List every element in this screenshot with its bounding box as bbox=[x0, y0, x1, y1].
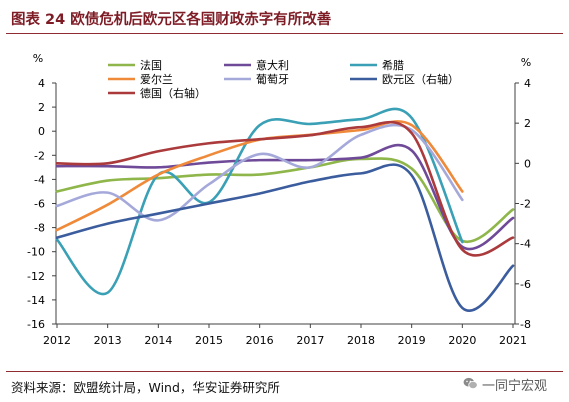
series-line-2 bbox=[55, 107, 464, 296]
legend-label: 希腊 bbox=[382, 58, 404, 72]
y-axis-right-tick-label: 4 bbox=[524, 77, 531, 90]
y-axis-left-tick-label: -4 bbox=[34, 173, 45, 186]
y-axis-left-tick-label: -16 bbox=[27, 318, 45, 331]
x-axis-tick-label: 2013 bbox=[94, 334, 122, 347]
y-axis-left-tick-label: -2 bbox=[34, 149, 45, 162]
legend-label: 欧元区（右轴） bbox=[382, 72, 459, 86]
y-axis-left-tick-label: -6 bbox=[34, 198, 45, 211]
x-axis-tick-label: 2020 bbox=[448, 334, 476, 347]
x-axis-tick-label: 2015 bbox=[195, 334, 223, 347]
y-axis-left-tick-label: 0 bbox=[38, 125, 45, 138]
legend-item: 葡萄牙 bbox=[224, 73, 289, 86]
source-divider bbox=[6, 371, 563, 372]
x-axis-tick-label: 2019 bbox=[398, 334, 426, 347]
y-axis-right-tick-label: -6 bbox=[520, 278, 531, 291]
legend-label: 葡萄牙 bbox=[256, 73, 289, 86]
series-line-1 bbox=[55, 143, 515, 251]
x-axis-tick-label: 2016 bbox=[246, 334, 274, 347]
y-axis-left-tick-label: -14 bbox=[27, 294, 45, 307]
title-divider bbox=[6, 33, 563, 34]
x-axis-tick-label: 2021 bbox=[499, 334, 527, 347]
series-line-5 bbox=[55, 163, 515, 312]
y-axis-left-tick-label: -10 bbox=[27, 246, 45, 259]
y-axis-left-tick-label: -8 bbox=[34, 222, 45, 235]
y-axis-right-tick-label: -2 bbox=[520, 198, 531, 211]
y-axis-right-tick-label: 2 bbox=[524, 117, 531, 130]
legend-item: 德国（右轴） bbox=[108, 86, 206, 100]
series-lines bbox=[55, 107, 515, 312]
y-axis-right-tick-label: -8 bbox=[520, 318, 531, 331]
y-axis-left-tick-label: 2 bbox=[38, 101, 45, 114]
y-axis-right-tick-label: -4 bbox=[520, 238, 531, 251]
legend-label: 德国（右轴） bbox=[140, 86, 206, 100]
y-axis-left-tick-label: -12 bbox=[27, 270, 45, 283]
source-note: 资料来源：欧盟统计局，Wind，华安证券研究所 bbox=[11, 380, 280, 395]
watermark-text: 一同宁宏观 bbox=[482, 378, 548, 394]
y-axis-left-unit: % bbox=[33, 52, 43, 65]
x-axis-tick-label: 2012 bbox=[43, 334, 71, 347]
legend-label: 法国 bbox=[140, 58, 162, 72]
legend-item: 意大利 bbox=[224, 58, 289, 72]
y-axis-right-unit: % bbox=[521, 56, 531, 69]
x-axis-tick-label: 2014 bbox=[144, 334, 172, 347]
legend-item: 法国 bbox=[108, 58, 162, 72]
axes bbox=[52, 82, 519, 328]
legend-item: 爱尔兰 bbox=[108, 73, 173, 86]
x-axis-tick-label: 2017 bbox=[296, 334, 324, 347]
legend-label: 意大利 bbox=[256, 58, 289, 72]
watermark: 一同宁宏观 bbox=[463, 375, 548, 394]
y-axis-left-tick-label: 4 bbox=[38, 77, 45, 90]
y-axis-right-tick-label: 0 bbox=[524, 157, 531, 170]
legend-item: 希腊 bbox=[350, 58, 404, 72]
legend-item: 欧元区（右轴） bbox=[350, 72, 459, 86]
tick-labels: 4 2 0 -2 -4 -6 -8 -10 -12 -14 -16 4 2 0 -2 -4 -6 -8 2012 20… bbox=[27, 77, 531, 347]
wechat-icon bbox=[463, 375, 478, 394]
series-line-6 bbox=[55, 120, 515, 257]
x-axis-tick-label: 2018 bbox=[347, 334, 375, 347]
figure-title: 图表 24 欧债危机后欧元区各国财政赤字有所改善 bbox=[11, 12, 332, 28]
legend-label: 爱尔兰 bbox=[140, 73, 173, 86]
